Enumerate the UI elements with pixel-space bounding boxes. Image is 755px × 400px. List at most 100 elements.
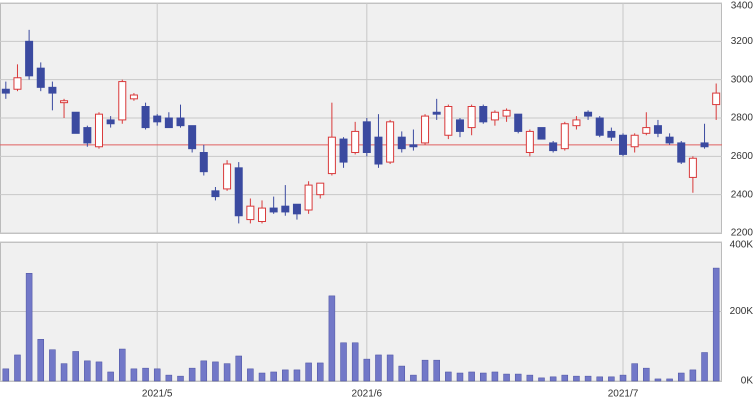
x-tick-label: 2021/5 (142, 389, 173, 400)
candle-body (653, 125, 662, 134)
volume-bar (188, 367, 196, 382)
volume-bar (14, 354, 21, 382)
volume-bar (456, 372, 464, 382)
candle-body (106, 119, 115, 125)
candle-body (467, 106, 476, 129)
candle-body (607, 130, 616, 138)
volume-bar (386, 354, 394, 382)
candle-body (25, 40, 34, 77)
volume-bar (340, 342, 347, 382)
y-tick-label: 3400 (731, 1, 754, 12)
candle-body (397, 136, 406, 150)
candle-body (525, 130, 534, 154)
y-tick-label: 200K (730, 306, 754, 317)
volume-bar (270, 371, 277, 382)
volume-bar (514, 373, 522, 382)
volume-bar (596, 376, 603, 382)
volume-bar (480, 372, 487, 382)
volume-bar (666, 378, 673, 382)
candle-body (386, 121, 395, 163)
candle-body (281, 205, 290, 213)
candle-body (269, 207, 278, 213)
candle-body (304, 184, 313, 211)
volume-bar (223, 363, 231, 382)
candle-body (176, 117, 185, 127)
candle-body (223, 163, 232, 190)
volume-bar (526, 374, 534, 382)
candle-body (479, 106, 488, 123)
candle-body (71, 111, 80, 134)
candle-body (339, 138, 348, 163)
candle-body (572, 119, 581, 127)
candle-body (595, 117, 604, 136)
candle-body (164, 117, 173, 129)
x-tick-label: 2021/6 (352, 389, 383, 400)
candle-body (409, 144, 418, 148)
volume-bar (142, 367, 149, 382)
y-tick-label: 2200 (731, 228, 754, 239)
volume-bar (503, 373, 510, 382)
candle-body (549, 142, 558, 152)
volume-bar (235, 355, 242, 382)
volume-bar (712, 267, 720, 382)
volume-bar (200, 360, 208, 382)
volume-bar (445, 371, 452, 382)
candle-body (83, 127, 92, 144)
volume-bar (84, 360, 91, 382)
volume-bar (25, 273, 33, 382)
y-tick-label: 3200 (731, 36, 754, 47)
candle-body (188, 125, 197, 150)
volume-bar (258, 372, 266, 382)
volume-bar (212, 361, 219, 382)
volume-bar (316, 362, 324, 382)
volume-bar (60, 363, 68, 382)
candle-body (665, 136, 674, 144)
volume-bar (363, 358, 371, 382)
volume-bar (2, 368, 10, 382)
candle-body (688, 157, 697, 178)
candle-body (537, 127, 546, 140)
volume-bar (130, 368, 138, 382)
volume-bar (119, 348, 126, 382)
volume-bar (153, 368, 161, 382)
candle-body (455, 119, 464, 132)
volume-bar (49, 349, 56, 382)
candle-body (94, 113, 103, 148)
candle-body (619, 134, 628, 155)
volume-bar (165, 374, 173, 382)
candle-body (13, 77, 22, 90)
candle-body (444, 106, 453, 136)
volume-bar (608, 376, 615, 382)
x-tick-label: 2021/7 (608, 389, 639, 400)
candle-body (502, 109, 511, 117)
candle-body (199, 152, 208, 173)
candle-body (211, 190, 220, 198)
candle-body (129, 94, 138, 100)
candle-body (490, 111, 499, 121)
volume-bar (584, 375, 592, 382)
volume-bar (491, 371, 499, 382)
volume-bar (177, 375, 184, 382)
candle-body (677, 142, 686, 163)
volume-bar (351, 342, 359, 382)
candle-body (514, 113, 523, 132)
candle-body (584, 111, 593, 117)
volume-bar (631, 363, 638, 382)
y-tick-label: 0K (741, 376, 754, 387)
volume-bar (689, 369, 697, 382)
volume-bar (538, 377, 545, 382)
volume-bar (375, 354, 382, 382)
y-tick-label: 400K (730, 240, 754, 251)
y-tick-label: 2400 (731, 189, 754, 200)
candle-body (118, 81, 127, 121)
volume-bar (468, 371, 475, 382)
volume-bar (305, 362, 312, 382)
volume-bar (677, 372, 685, 382)
volume-bar (410, 374, 417, 382)
candle-body (642, 127, 651, 134)
candle-body (234, 167, 243, 217)
volume-bar (293, 369, 301, 382)
volume-bar (282, 369, 289, 382)
volume-bar (701, 352, 708, 382)
